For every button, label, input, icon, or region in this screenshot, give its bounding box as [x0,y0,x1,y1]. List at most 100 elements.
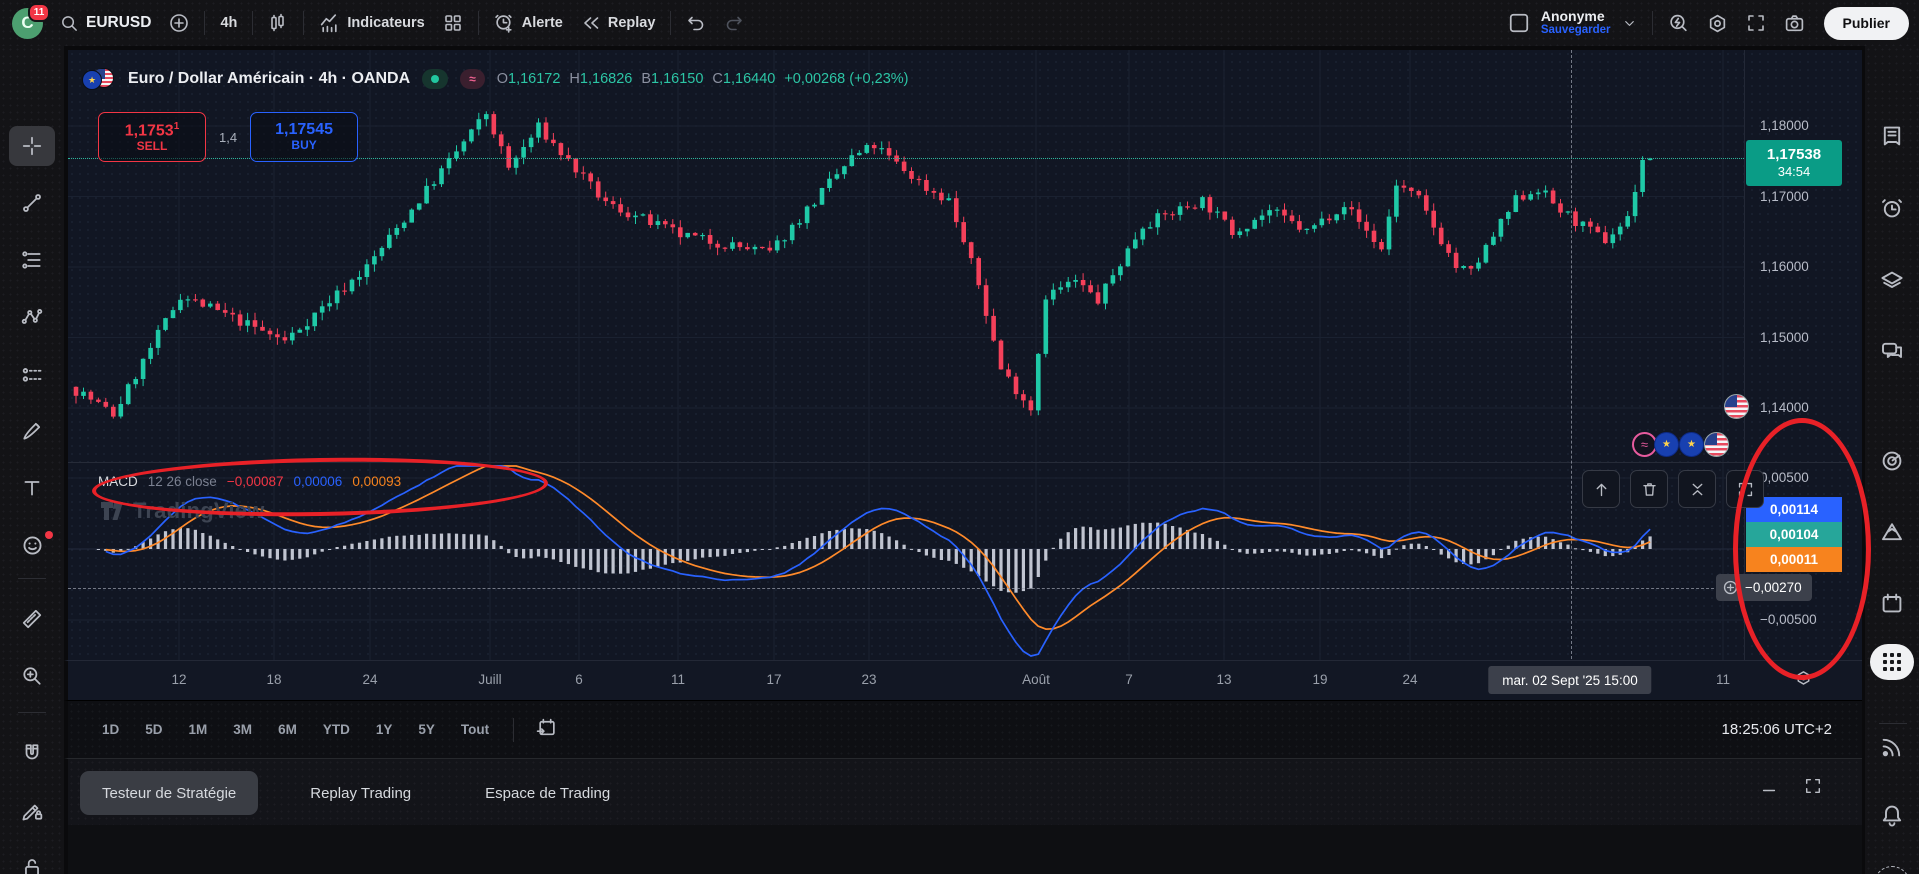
watchlist-button[interactable] [1880,124,1904,148]
tab-trading-panel[interactable]: Espace de Trading [463,771,632,815]
help-icon: ? [1874,866,1910,874]
quick-search-button[interactable] [1668,13,1689,34]
us-event-flag-icon[interactable] [1704,432,1729,457]
chart-type-button[interactable] [268,13,288,33]
screener-button[interactable] [1880,449,1904,473]
last-price-value: 1,17538 [1767,146,1821,164]
symbol-search[interactable]: EURUSD [60,14,151,33]
emoji-tool-button[interactable] [13,527,51,563]
us-event-flag-icon[interactable] [1724,394,1749,419]
range-button-1y[interactable]: 1Y [376,722,393,737]
user-avatar[interactable]: C 11 [12,8,43,39]
macd-legend[interactable]: MACD 12 26 close −0,00087 0,00006 0,0009… [98,474,401,489]
range-button-1m[interactable]: 1M [189,722,208,737]
text-tool-button[interactable] [13,470,51,506]
symbol-flags-icon: ★ [82,68,116,90]
magnet-tool-button[interactable] [13,735,51,771]
eu-flag-icon: ★ [82,70,102,90]
buy-button[interactable]: 1,17545 BUY [250,112,358,162]
zoom-in-tool-button[interactable] [13,658,51,694]
clock[interactable]: 18:25:06 UTC+2 [1722,721,1833,738]
text-icon [21,477,43,499]
timezone-settings-button[interactable] [1794,669,1813,693]
undo-button[interactable] [686,13,706,33]
tab-strategy-tester[interactable]: Testeur de Stratégie [80,771,258,815]
delayed-data-badge[interactable]: ≈ [460,69,485,89]
range-button-tout[interactable]: Tout [461,722,489,737]
indicators-button[interactable]: Indicateurs [319,13,424,34]
pane-delete-button[interactable] [1630,470,1668,508]
interval-button[interactable]: 4h [220,15,237,31]
forecast-tool-button[interactable] [13,356,51,392]
range-button-6m[interactable]: 6M [278,722,297,737]
indicators-icon [319,13,340,34]
brush-tool-button[interactable] [13,413,51,449]
apps-menu-button[interactable] [1870,644,1914,680]
range-button-5y[interactable]: 5Y [418,722,435,737]
replay-button[interactable]: Replay [581,13,656,33]
go-to-date-button[interactable] [536,717,557,743]
layout-manager-button[interactable] [1508,12,1530,34]
calendar-arrow-icon [536,717,557,738]
alert-button[interactable]: Alerte [494,13,563,34]
eu-event-flag-icon[interactable]: ★ [1679,432,1704,457]
market-open-status[interactable] [422,69,448,89]
fullscreen-button[interactable] [1746,13,1766,33]
crosshair-vertical-line [1571,50,1572,660]
collapse-icon [1689,481,1706,498]
bell-icon [1880,803,1904,827]
help-button[interactable]: ? [1874,866,1910,874]
notifications-button[interactable] [1880,803,1904,827]
high-key: H [569,71,579,87]
alerts-button[interactable] [1880,196,1904,220]
range-button-ytd[interactable]: YTD [323,722,350,737]
pencil-lock-icon [21,800,43,822]
chat-button[interactable] [1880,339,1904,363]
redo-button[interactable] [724,13,744,33]
pattern-tool-button[interactable] [13,299,51,335]
templates-button[interactable] [443,13,463,33]
pane-move-up-button[interactable] [1582,470,1620,508]
save-link[interactable]: Sauvegarder [1541,24,1611,37]
draw-mode-tool-button[interactable] [13,793,51,829]
emoji-notification-dot [45,531,53,539]
trendline-tool-button[interactable] [13,185,51,221]
divider [1652,11,1653,35]
fib-tool-button[interactable] [13,242,51,278]
tab-replay-trading[interactable]: Replay Trading [288,771,433,815]
lock-all-tool-button[interactable] [13,850,51,874]
snapshot-button[interactable] [1784,13,1805,34]
fib-retracement-icon [21,249,43,271]
ruler-tool-button[interactable] [13,601,51,637]
pane-collapse-button[interactable] [1678,470,1716,508]
pane-separator[interactable] [68,462,1862,463]
publish-button[interactable]: Publier [1824,7,1909,40]
chart-title[interactable]: Euro / Dollar Américain · 4h · OANDA [128,70,410,88]
news-button[interactable] [1880,735,1904,759]
plus-circle-icon[interactable] [1722,579,1739,596]
price-axis-tick: 1,17000 [1760,189,1809,204]
range-button-3m[interactable]: 3M [233,722,252,737]
range-button-5d[interactable]: 5D [145,722,162,737]
layout-name-block[interactable]: Anonyme Sauvegarder [1541,8,1611,37]
ideas-button[interactable] [1880,520,1904,544]
range-button-1d[interactable]: 1D [102,722,119,737]
pane-maximize-button[interactable] [1726,470,1764,508]
expand-icon[interactable] [1804,777,1822,795]
watchlist-icon [1880,124,1904,148]
time-axis[interactable]: 121824Juill6111723Août713192411 mar. 02 … [64,660,1862,700]
macd-signal-value: 0,00093 [352,474,401,489]
trash-icon [1641,481,1658,498]
object-tree-button[interactable] [1880,269,1904,293]
sell-button[interactable]: 1,17531 SELL [98,112,206,162]
minimize-icon[interactable] [1760,777,1778,795]
chart-pane[interactable]: ★ Euro / Dollar Américain · 4h · OANDA ≈… [64,46,1862,660]
spread-value: 1,4 [219,130,237,145]
settings-button[interactable] [1707,13,1728,34]
crosshair-tool-button[interactable] [9,126,55,166]
compare-add-button[interactable] [169,13,189,33]
eu-event-flag-icon[interactable]: ★ [1654,432,1679,457]
layout-menu-button[interactable] [1622,16,1637,31]
calendar-button[interactable] [1880,591,1904,615]
alert-clock-icon [494,13,515,34]
